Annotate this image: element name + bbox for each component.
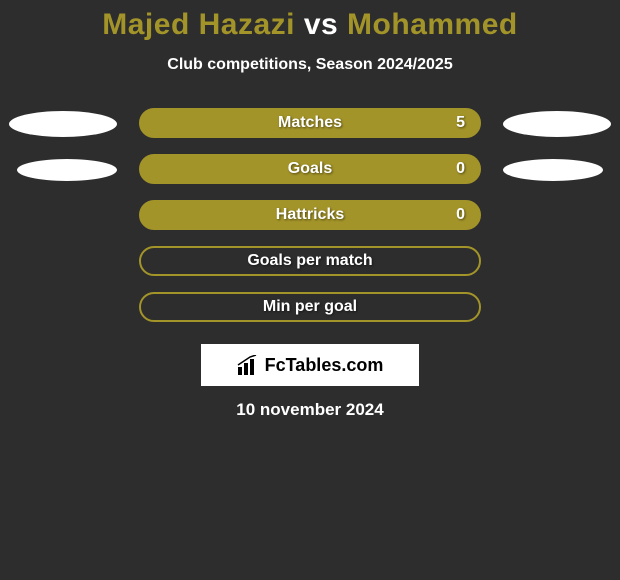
stat-bar: Goals per match: [139, 246, 481, 276]
stat-label: Goals per match: [247, 252, 372, 270]
footer-logo: FcTables.com: [201, 344, 419, 386]
player1-marker: [17, 159, 117, 181]
subtitle: Club competitions, Season 2024/2025: [0, 56, 620, 74]
page-title: Majed Hazazi vs Mohammed: [0, 8, 620, 42]
stat-value: 0: [456, 160, 465, 178]
player1-marker: [9, 295, 117, 321]
player1-marker: [9, 111, 117, 137]
comparison-panel: Majed Hazazi vs Mohammed Club competitio…: [0, 0, 620, 420]
player2-marker: [503, 203, 611, 229]
stat-rows: Matches 5 Goals 0 Hattricks 0 Goals per match M…: [0, 108, 620, 322]
stat-bar: Min per goal: [139, 292, 481, 322]
player1-name: Majed Hazazi: [102, 8, 295, 41]
stat-label: Hattricks: [276, 206, 344, 224]
stat-row: Matches 5: [0, 108, 620, 138]
stat-value: 0: [456, 206, 465, 224]
stat-bar: Matches 5: [139, 108, 481, 138]
player1-marker: [9, 249, 117, 275]
footer-logo-text: FcTables.com: [265, 355, 384, 376]
footer-date: 10 november 2024: [0, 400, 620, 420]
player2-marker: [503, 159, 603, 181]
stat-row: Goals 0: [0, 154, 620, 184]
player2-marker: [503, 111, 611, 137]
player2-name: Mohammed: [347, 8, 518, 41]
chart-icon: [237, 355, 259, 375]
stat-row: Min per goal: [0, 292, 620, 322]
stat-label: Min per goal: [263, 298, 357, 316]
player1-marker: [9, 203, 117, 229]
stat-bar: Hattricks 0: [139, 200, 481, 230]
player2-marker: [503, 249, 611, 275]
stat-label: Matches: [278, 114, 342, 132]
stat-row: Hattricks 0: [0, 200, 620, 230]
stat-label: Goals: [288, 160, 332, 178]
vs-label: vs: [304, 8, 338, 41]
stat-bar: Goals 0: [139, 154, 481, 184]
stat-row: Goals per match: [0, 246, 620, 276]
player2-marker: [503, 295, 611, 321]
stat-value: 5: [456, 114, 465, 132]
